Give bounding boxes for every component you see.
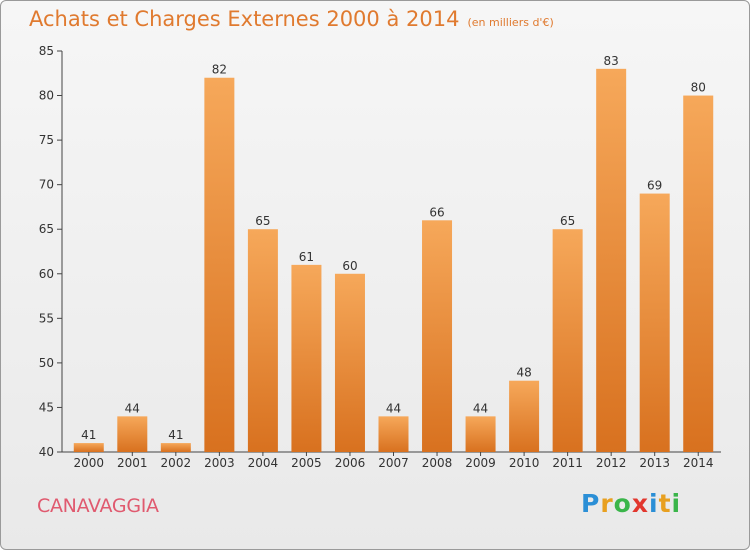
bar-value-label: 65 [255, 214, 270, 228]
x-tick-label: 2002 [161, 456, 192, 470]
y-tick-label: 55 [39, 311, 54, 325]
logo-letter: r [600, 489, 614, 518]
y-tick-label: 70 [39, 178, 54, 192]
bar [73, 443, 104, 452]
x-tick-label: 2008 [422, 456, 453, 470]
x-tick-label: 2011 [552, 456, 583, 470]
y-tick-label: 75 [39, 133, 54, 147]
bar [596, 68, 627, 453]
bar-value-label: 80 [691, 81, 706, 95]
x-tick-label: 2004 [248, 456, 279, 470]
logo-letter: o [613, 489, 632, 518]
x-tick-label: 2005 [291, 456, 322, 470]
town-name: CANAVAGGIA [37, 495, 159, 517]
x-tick-label: 2000 [73, 456, 104, 470]
proxiti-logo[interactable]: Proxiti [581, 489, 681, 518]
logo-letter: P [581, 489, 601, 518]
chart-title: Achats et Charges Externes 2000 à 2014 (e… [29, 7, 554, 31]
x-tick-label: 2009 [465, 456, 496, 470]
bar-value-label: 83 [604, 54, 619, 68]
bar-value-label: 44 [125, 401, 140, 415]
y-tick-label: 60 [39, 267, 54, 281]
bar [117, 416, 148, 452]
x-tick-label: 2012 [596, 456, 627, 470]
y-tick-label: 80 [39, 89, 54, 103]
chart-unit: (en milliers d'€) [467, 16, 554, 29]
logo-letter: x [631, 489, 649, 518]
x-tick-label: 2014 [683, 456, 714, 470]
bar [683, 95, 714, 453]
bar-value-label: 69 [647, 179, 662, 193]
y-tick-label: 85 [39, 44, 54, 58]
bar [639, 193, 670, 453]
x-tick-label: 2010 [509, 456, 540, 470]
y-tick-label: 45 [39, 400, 54, 414]
bar [291, 264, 322, 452]
bar [334, 273, 365, 452]
bar-value-label: 65 [560, 214, 575, 228]
bar-value-label: 60 [342, 259, 357, 273]
y-tick-label: 65 [39, 222, 54, 236]
bar-value-label: 66 [429, 205, 444, 219]
bar [509, 380, 540, 452]
x-tick-label: 2007 [378, 456, 409, 470]
bar-value-label: 61 [299, 250, 314, 264]
logo-letter: i [671, 489, 682, 518]
bar-value-label: 82 [212, 63, 227, 77]
x-tick-label: 2013 [639, 456, 670, 470]
bar [378, 416, 409, 452]
bar [204, 77, 235, 452]
bar-value-label: 44 [386, 401, 401, 415]
y-tick-label: 40 [39, 445, 54, 459]
bar [160, 443, 191, 452]
bar-value-label: 41 [168, 428, 183, 442]
y-tick-label: 50 [39, 356, 54, 370]
x-tick-label: 2006 [335, 456, 366, 470]
bar [465, 416, 496, 452]
bar [552, 229, 583, 452]
x-tick-label: 2001 [117, 456, 148, 470]
bar [247, 229, 278, 452]
x-tick-label: 2003 [204, 456, 235, 470]
logo-letter: i [649, 489, 659, 518]
bar-value-label: 44 [473, 401, 488, 415]
bar-value-label: 41 [81, 428, 96, 442]
logo-letter: t [658, 489, 672, 518]
bar-value-label: 48 [516, 366, 531, 380]
chart-title-text: Achats et Charges Externes 2000 à 2014 [29, 7, 460, 31]
bar [422, 220, 453, 452]
